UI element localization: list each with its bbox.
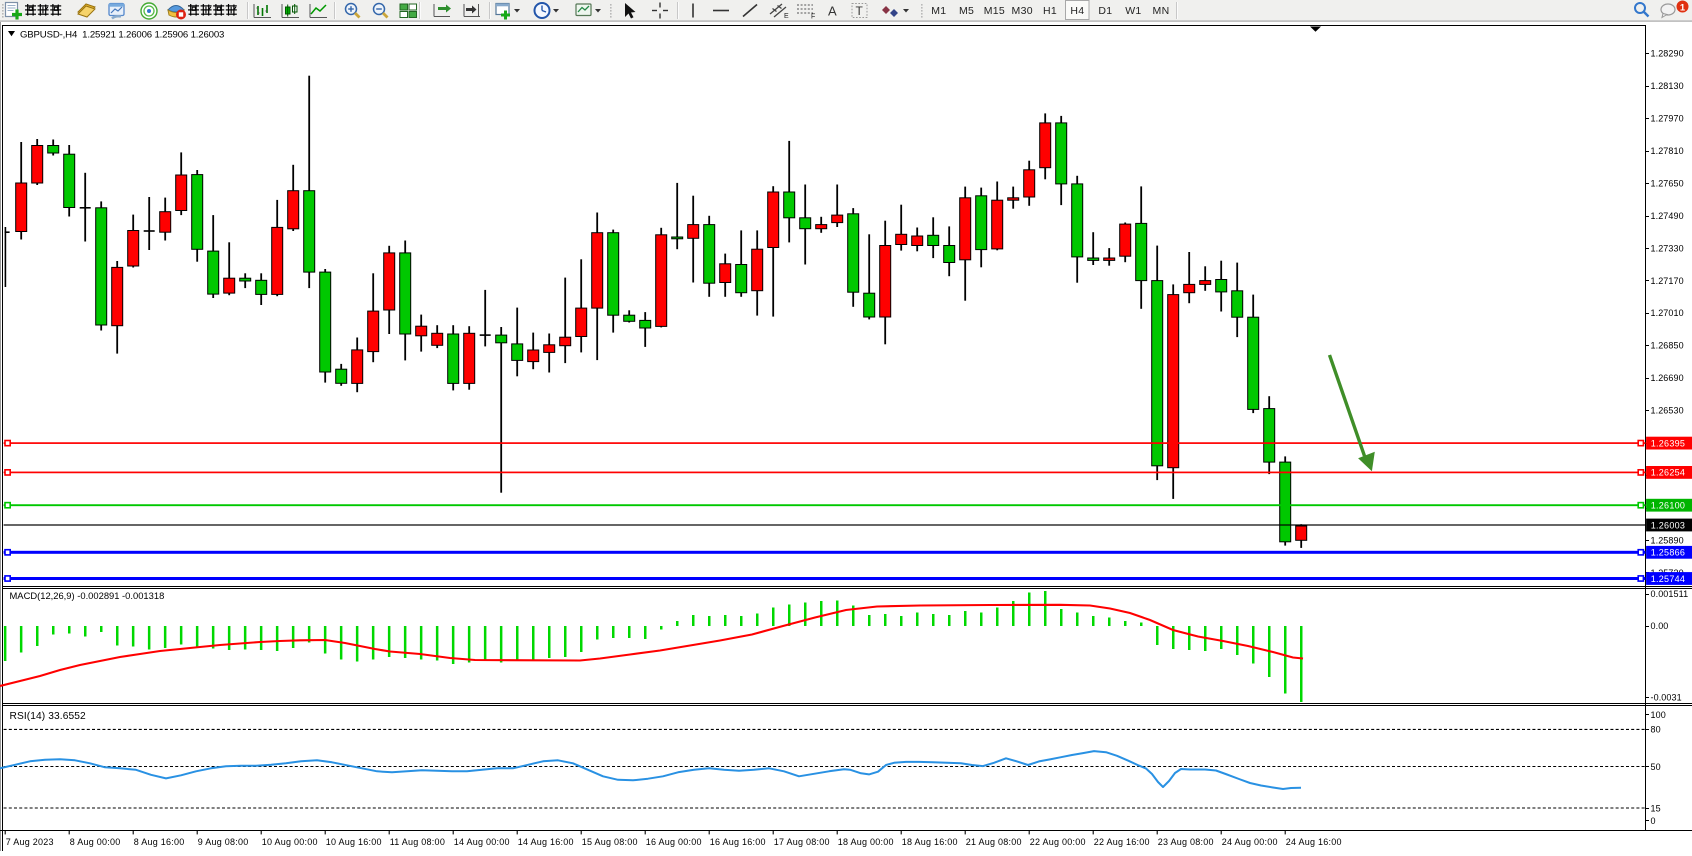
svg-text:10 Aug 16:00: 10 Aug 16:00 [326,837,382,847]
svg-text:D1: D1 [1098,5,1112,17]
svg-text:1.26690: 1.26690 [1651,373,1684,383]
svg-text:7 Aug 2023: 7 Aug 2023 [6,837,54,847]
svg-text:15 Aug 08:00: 15 Aug 08:00 [582,837,638,847]
svg-text:1.27970: 1.27970 [1651,114,1684,124]
svg-text:1.27170: 1.27170 [1651,276,1684,286]
svg-text:9 Aug 08:00: 9 Aug 08:00 [198,837,249,847]
svg-text:1.26530: 1.26530 [1651,406,1684,416]
svg-text:MACD(12,26,9) -0.002891 -0.001: MACD(12,26,9) -0.002891 -0.001318 [10,590,165,601]
svg-text:1.26100: 1.26100 [1651,501,1685,511]
svg-text:1.25866: 1.25866 [1651,548,1685,558]
svg-text:24 Aug 16:00: 24 Aug 16:00 [1286,837,1342,847]
svg-text:14 Aug 16:00: 14 Aug 16:00 [518,837,574,847]
svg-text:0: 0 [1651,816,1656,826]
svg-text:1.25744: 1.25744 [1651,574,1685,584]
svg-text:E: E [784,13,789,20]
svg-text:H4: H4 [1070,5,1084,17]
svg-text:A: A [828,4,837,19]
svg-text:18 Aug 00:00: 18 Aug 00:00 [838,837,894,847]
svg-text:1.28290: 1.28290 [1651,49,1684,59]
svg-text:MN: MN [1153,5,1170,17]
svg-text:1.27490: 1.27490 [1651,211,1684,221]
svg-text:1.27650: 1.27650 [1651,178,1684,188]
svg-text:1.26254: 1.26254 [1651,468,1685,478]
svg-text:1.26850: 1.26850 [1651,341,1684,351]
svg-text:100: 100 [1651,710,1666,720]
svg-text:1.27010: 1.27010 [1651,308,1684,318]
svg-text:17 Aug 08:00: 17 Aug 08:00 [774,837,830,847]
svg-text:0.001511: 0.001511 [1651,589,1689,599]
svg-text:0.00: 0.00 [1651,621,1669,631]
svg-text:1.26395: 1.26395 [1651,438,1685,448]
svg-text:H1: H1 [1043,5,1057,17]
svg-text:M15: M15 [984,5,1005,17]
svg-text:1.28130: 1.28130 [1651,81,1684,91]
svg-text:8 Aug 16:00: 8 Aug 16:00 [134,837,185,847]
svg-text:F: F [811,14,815,21]
svg-text:23 Aug 08:00: 23 Aug 08:00 [1158,837,1214,847]
svg-text:M1: M1 [931,5,946,17]
svg-text:1.27810: 1.27810 [1651,146,1684,156]
svg-text:18 Aug 16:00: 18 Aug 16:00 [902,837,958,847]
svg-text:16 Aug 00:00: 16 Aug 00:00 [646,837,702,847]
svg-text:15: 15 [1651,803,1661,813]
svg-text:1: 1 [1680,3,1686,14]
svg-text:W1: W1 [1125,5,1141,17]
svg-text:RSI(14) 33.6552: RSI(14) 33.6552 [10,711,86,722]
svg-text:1.26003: 1.26003 [1651,520,1685,530]
svg-text:1.27330: 1.27330 [1651,243,1684,253]
svg-text:10 Aug 00:00: 10 Aug 00:00 [262,837,318,847]
svg-text:M30: M30 [1012,5,1033,17]
svg-text:50: 50 [1651,762,1661,772]
svg-text:1.25890: 1.25890 [1651,535,1684,545]
svg-text:22 Aug 00:00: 22 Aug 00:00 [1030,837,1086,847]
svg-text:GBPUSD-,H4 1.25921 1.26006 1.: GBPUSD-,H4 1.25921 1.26006 1.25906 1.260… [20,29,224,40]
svg-text:M5: M5 [959,5,974,17]
svg-text:11 Aug 08:00: 11 Aug 08:00 [390,837,445,847]
svg-text:-0.0031: -0.0031 [1651,693,1682,703]
svg-text:16 Aug 16:00: 16 Aug 16:00 [710,837,766,847]
svg-text:21 Aug 08:00: 21 Aug 08:00 [966,837,1022,847]
svg-text:14 Aug 00:00: 14 Aug 00:00 [454,837,510,847]
svg-text:8 Aug 00:00: 8 Aug 00:00 [70,837,121,847]
svg-text:T: T [856,4,864,18]
svg-text:22 Aug 16:00: 22 Aug 16:00 [1094,837,1150,847]
svg-text:24 Aug 00:00: 24 Aug 00:00 [1222,837,1278,847]
svg-text:80: 80 [1651,725,1661,735]
